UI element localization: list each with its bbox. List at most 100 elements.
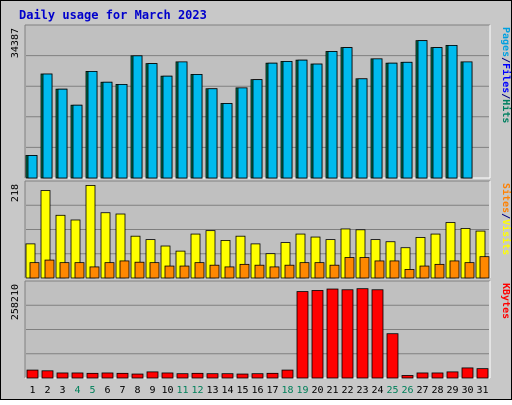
x-tick-label: 29	[446, 385, 458, 396]
bar-pages	[267, 62, 278, 179]
bar-pages	[117, 84, 128, 179]
bar-sites	[299, 262, 310, 279]
bar-pages	[462, 61, 473, 179]
bars-middle	[25, 185, 490, 279]
bar-pages	[357, 78, 368, 179]
chart-panels: 34387 Pages/Files/Hits 218 Sites/Visits 2582…	[10, 24, 512, 379]
panel-bottom: 258210 KBytes	[10, 280, 511, 379]
bar-sites	[479, 256, 490, 279]
bar-pages	[42, 73, 53, 179]
x-axis-labels: 1 2 3 4 5 6 7 8 9 10 11 12 13 14 15 16 17 18 19 20 21 22 23 24 2…	[29, 385, 488, 396]
bar-pages	[72, 104, 83, 179]
bar-sites	[269, 266, 280, 279]
legend-entry: Hits	[500, 99, 512, 123]
bar-sites	[419, 265, 430, 279]
bar-sites	[254, 264, 265, 279]
bar-sites	[74, 262, 85, 279]
bar-pages	[132, 55, 143, 179]
bar-kbytes	[56, 372, 69, 379]
bar-kbytes	[236, 373, 249, 379]
bar-kbytes	[296, 291, 309, 379]
x-tick-label: 6	[104, 385, 110, 396]
bar-sites	[464, 262, 475, 279]
bar-pages	[447, 45, 458, 179]
x-tick-label: 24	[371, 385, 383, 396]
bar-kbytes	[431, 372, 444, 379]
bar-pages	[57, 88, 68, 179]
bar-kbytes	[116, 372, 129, 379]
bar-pages	[282, 61, 293, 179]
x-tick-label: 5	[89, 385, 95, 396]
bar-kbytes	[356, 288, 369, 379]
bar-sites	[179, 265, 190, 279]
bar-pages	[162, 75, 173, 179]
bar-sites	[239, 263, 250, 279]
bar-pages	[177, 61, 188, 179]
bar-sites	[329, 264, 340, 279]
bar-pages	[342, 47, 353, 179]
x-tick-label: 7	[119, 385, 125, 396]
bar-kbytes	[101, 372, 114, 379]
x-tick-label: 16	[251, 385, 263, 396]
bar-kbytes	[86, 372, 99, 379]
bar-sites	[209, 264, 220, 279]
panel-legend: KBytes	[500, 283, 511, 319]
legend-entry: /	[500, 213, 511, 219]
bar-kbytes	[251, 373, 264, 379]
axis-max-label: 258210	[10, 284, 21, 320]
x-tick-label: 2	[44, 385, 50, 396]
x-tick-label: 21	[326, 385, 338, 396]
x-tick-label: 18	[281, 385, 293, 396]
x-tick-label: 12	[191, 385, 203, 396]
bar-pages	[387, 62, 398, 179]
bar-sites	[434, 263, 445, 279]
bar-sites	[29, 262, 40, 279]
bar-pages	[237, 87, 248, 179]
panel-legend: Sites/Visits	[500, 183, 512, 255]
bar-pages	[147, 63, 158, 179]
bar-pages	[297, 59, 308, 179]
legend-entry: KBytes	[500, 283, 511, 319]
bar-visits	[85, 185, 96, 279]
panel-top: 34387 Pages/Files/Hits	[10, 24, 512, 179]
x-tick-label: 30	[461, 385, 473, 396]
bar-pages	[102, 81, 113, 179]
bar-kbytes	[41, 370, 54, 379]
bar-pages	[417, 40, 428, 179]
bar-kbytes	[191, 372, 204, 379]
bar-kbytes	[326, 288, 339, 379]
bar-sites	[134, 261, 145, 279]
bar-kbytes	[26, 369, 39, 379]
bar-pages	[87, 71, 98, 179]
panel-middle: 218 Sites/Visits	[10, 180, 512, 279]
bar-pages	[222, 103, 233, 179]
bar-pages	[192, 74, 203, 179]
bar-pages	[432, 47, 443, 179]
bar-pages	[252, 79, 263, 179]
x-tick-label: 4	[74, 385, 80, 396]
bar-sites	[44, 259, 55, 279]
bar-sites	[284, 264, 295, 279]
bar-sites	[344, 257, 355, 279]
bar-pages	[207, 88, 218, 179]
bar-kbytes	[146, 371, 159, 379]
axis-max-label: 218	[10, 184, 21, 202]
legend-entry: Pages	[500, 27, 511, 57]
bar-kbytes	[371, 289, 384, 379]
x-tick-label: 20	[311, 385, 323, 396]
bar-sites	[194, 262, 205, 279]
bar-kbytes	[311, 290, 324, 379]
bar-pages	[327, 51, 338, 179]
x-tick-label: 14	[221, 385, 233, 396]
bar-kbytes	[176, 373, 189, 379]
bar-kbytes	[401, 375, 414, 379]
bar-pages	[27, 155, 38, 179]
x-tick-label: 25	[386, 385, 398, 396]
bar-sites	[149, 262, 160, 279]
bar-pages	[402, 61, 413, 179]
bar-sites	[104, 262, 115, 279]
bar-kbytes	[161, 372, 174, 379]
x-tick-label: 10	[161, 385, 173, 396]
